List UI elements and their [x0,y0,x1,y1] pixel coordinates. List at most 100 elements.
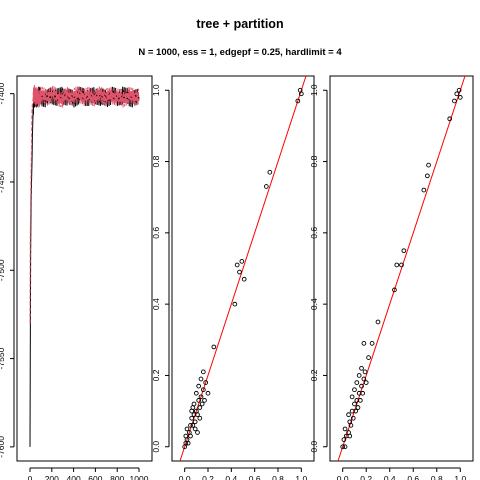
x-tick-label: 800 [110,474,124,480]
scatter-point [192,419,198,425]
y-tick-label: 0.2 [309,369,319,381]
scatter-point [192,426,198,432]
scatter-point [232,301,238,307]
scatter-point [359,383,364,389]
scatter-point [342,426,348,432]
x-tick-label: 0 [28,474,33,480]
scatter-point [202,398,207,403]
scatter-point [350,415,356,421]
y-tick-label: -7600 [0,436,6,458]
scatter-point [347,433,353,439]
scatter-point [196,383,202,389]
scatter-point [348,423,354,428]
scatter-point [196,398,202,403]
x-tick-label: 1.0 [454,474,466,480]
scatter-point [426,162,431,168]
scatter-point [198,376,204,382]
scatter-point [267,169,273,175]
x-tick-label: 0.8 [272,474,284,480]
trace-series-2 [29,84,140,324]
y-tick-label: -7450 [0,171,6,193]
scatter-point [366,355,371,360]
panel-2: 0.0 0.2 0.4 0.6 0.8 1.0 0.0 0.2 0.4 0.6 0.8 1.0 [151,75,315,480]
x-tick-label: 0.4 [225,474,237,480]
scatter-point [452,98,457,104]
scatter-point [189,415,195,421]
scatter-point [375,319,381,325]
scatter-point [195,412,200,418]
y-tick-label: 1.0 [151,84,161,96]
scatter-point [234,262,240,268]
scatter-point [341,437,347,442]
y-tick-label: 0.2 [151,369,161,381]
y-tick-label: 0.0 [309,441,319,453]
x-tick-label: 0.4 [384,474,396,480]
y-axis: -7600 -7550 -7500 -7450 -7400 [0,83,15,458]
plot-area [179,76,307,461]
x-axis: 0 200 400 600 800 1000 [28,467,149,480]
plot-frame [329,75,474,462]
x-tick-label: 0.6 [407,474,419,480]
y-tick-label: 0.8 [151,155,161,167]
x-tick-label: 0.6 [249,474,261,480]
scatter-point [356,373,362,378]
plot-frame [16,75,153,462]
scatter-point [263,184,269,189]
scatter-point [190,405,196,410]
scatter-point [211,344,217,350]
scatter-point [363,380,369,385]
scatter-point [193,390,199,396]
y-tick-label: 0.6 [151,227,161,239]
scatter-point [401,248,407,254]
y-tick-label: -7400 [0,83,6,105]
scatter-point [346,412,351,418]
scatter-point [392,287,397,293]
x-tick-label: 200 [45,474,59,480]
scatter-point [394,262,400,268]
scatter-point [195,430,200,435]
scatter-point [361,341,367,346]
scatter-point [360,390,366,396]
scatter-point [200,369,206,375]
scatter-point [425,173,430,179]
y-tick-label: -7550 [0,347,6,369]
y-axis: 0.0 0.2 0.4 0.6 0.8 1.0 [309,84,328,453]
scatter-point [188,423,193,428]
scatter-point [353,408,358,414]
scatter-point [198,394,204,400]
y-axis: 0.0 0.2 0.4 0.6 0.8 1.0 [151,84,170,453]
scatter-point [457,95,463,100]
scatter-point [340,444,346,450]
x-tick-label: 600 [88,474,102,480]
scatter-point [197,415,203,421]
scatter-point [352,401,357,407]
scatter-point [205,390,211,396]
scatter-point [369,341,375,346]
scatter-point [185,440,191,446]
y-tick-label: 0.8 [309,155,319,167]
y-tick-label: -7500 [0,259,6,281]
plot-area [337,76,466,461]
scatter-point [190,423,196,428]
scatter-point [447,116,453,122]
x-tick-label: 1000 [130,474,149,480]
x-axis: 0.0 0.2 0.4 0.6 0.8 1.0 [337,467,466,480]
scatter-point [239,259,245,264]
x-tick-label: 0.0 [179,474,191,480]
panel-1: 0 200 400 600 800 1000 -7600 -7550 -7500 -7450 -74… [0,75,153,480]
trace-series-1 [29,86,140,447]
x-tick-label: 0.8 [431,474,443,480]
scatter-point [355,405,361,410]
reference-line [179,76,307,461]
chart-subtitle: N = 1000, ess = 1, edgepf = 0.25, hardli… [138,47,342,58]
scatter-point [200,387,206,393]
y-tick-label: 0.4 [151,298,161,310]
x-axis: 0.0 0.2 0.4 0.6 0.8 1.0 [179,467,308,480]
scatter-point [295,98,301,104]
y-tick-label: 0.6 [309,227,319,239]
scatter-point [298,91,304,97]
scatter-point [349,394,355,400]
scatter-point [352,387,357,393]
scatter-point [421,187,427,193]
y-tick-label: 1.0 [309,84,319,96]
